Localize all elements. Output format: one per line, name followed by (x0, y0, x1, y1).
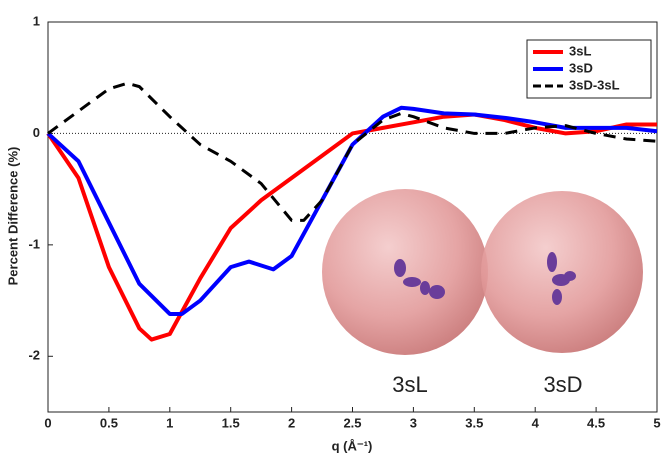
y-tick-label: 1 (33, 13, 40, 28)
x-tick-label: 3.5 (465, 415, 483, 430)
y-tick-label: -2 (28, 348, 40, 363)
molecule (394, 259, 445, 299)
series-line (46, 112, 657, 342)
x-tick-label: 0.5 (100, 415, 118, 430)
y-axis-label: Percent Difference (%) (5, 147, 20, 286)
x-tick-label: 1 (166, 415, 173, 430)
inset-images: 3sL 3sD (322, 189, 643, 397)
y-tick-label: -1 (28, 236, 40, 251)
legend-label: 3sD-3sL (569, 77, 620, 92)
x-tick-label: 2 (288, 415, 295, 430)
x-tick-label: 2.5 (343, 415, 361, 430)
x-tick-label: 1.5 (222, 415, 240, 430)
y-tick-label: 0 (33, 125, 40, 140)
x-tick-label: 5 (653, 415, 660, 430)
x-axis-label: q (Å⁻¹) (332, 438, 373, 453)
annotation: 3sD (543, 372, 582, 397)
x-tick-label: 0 (44, 415, 51, 430)
legend-label: 3sL (569, 43, 591, 58)
x-tick-label: 3 (410, 415, 417, 430)
sphere (481, 191, 643, 353)
legend-label: 3sD (569, 60, 593, 75)
x-tick-label: 4.5 (587, 415, 605, 430)
x-tick-label: 4 (532, 415, 540, 430)
molecule (547, 252, 576, 305)
annotation: 3sL (392, 372, 427, 397)
series-line (47, 81, 658, 222)
